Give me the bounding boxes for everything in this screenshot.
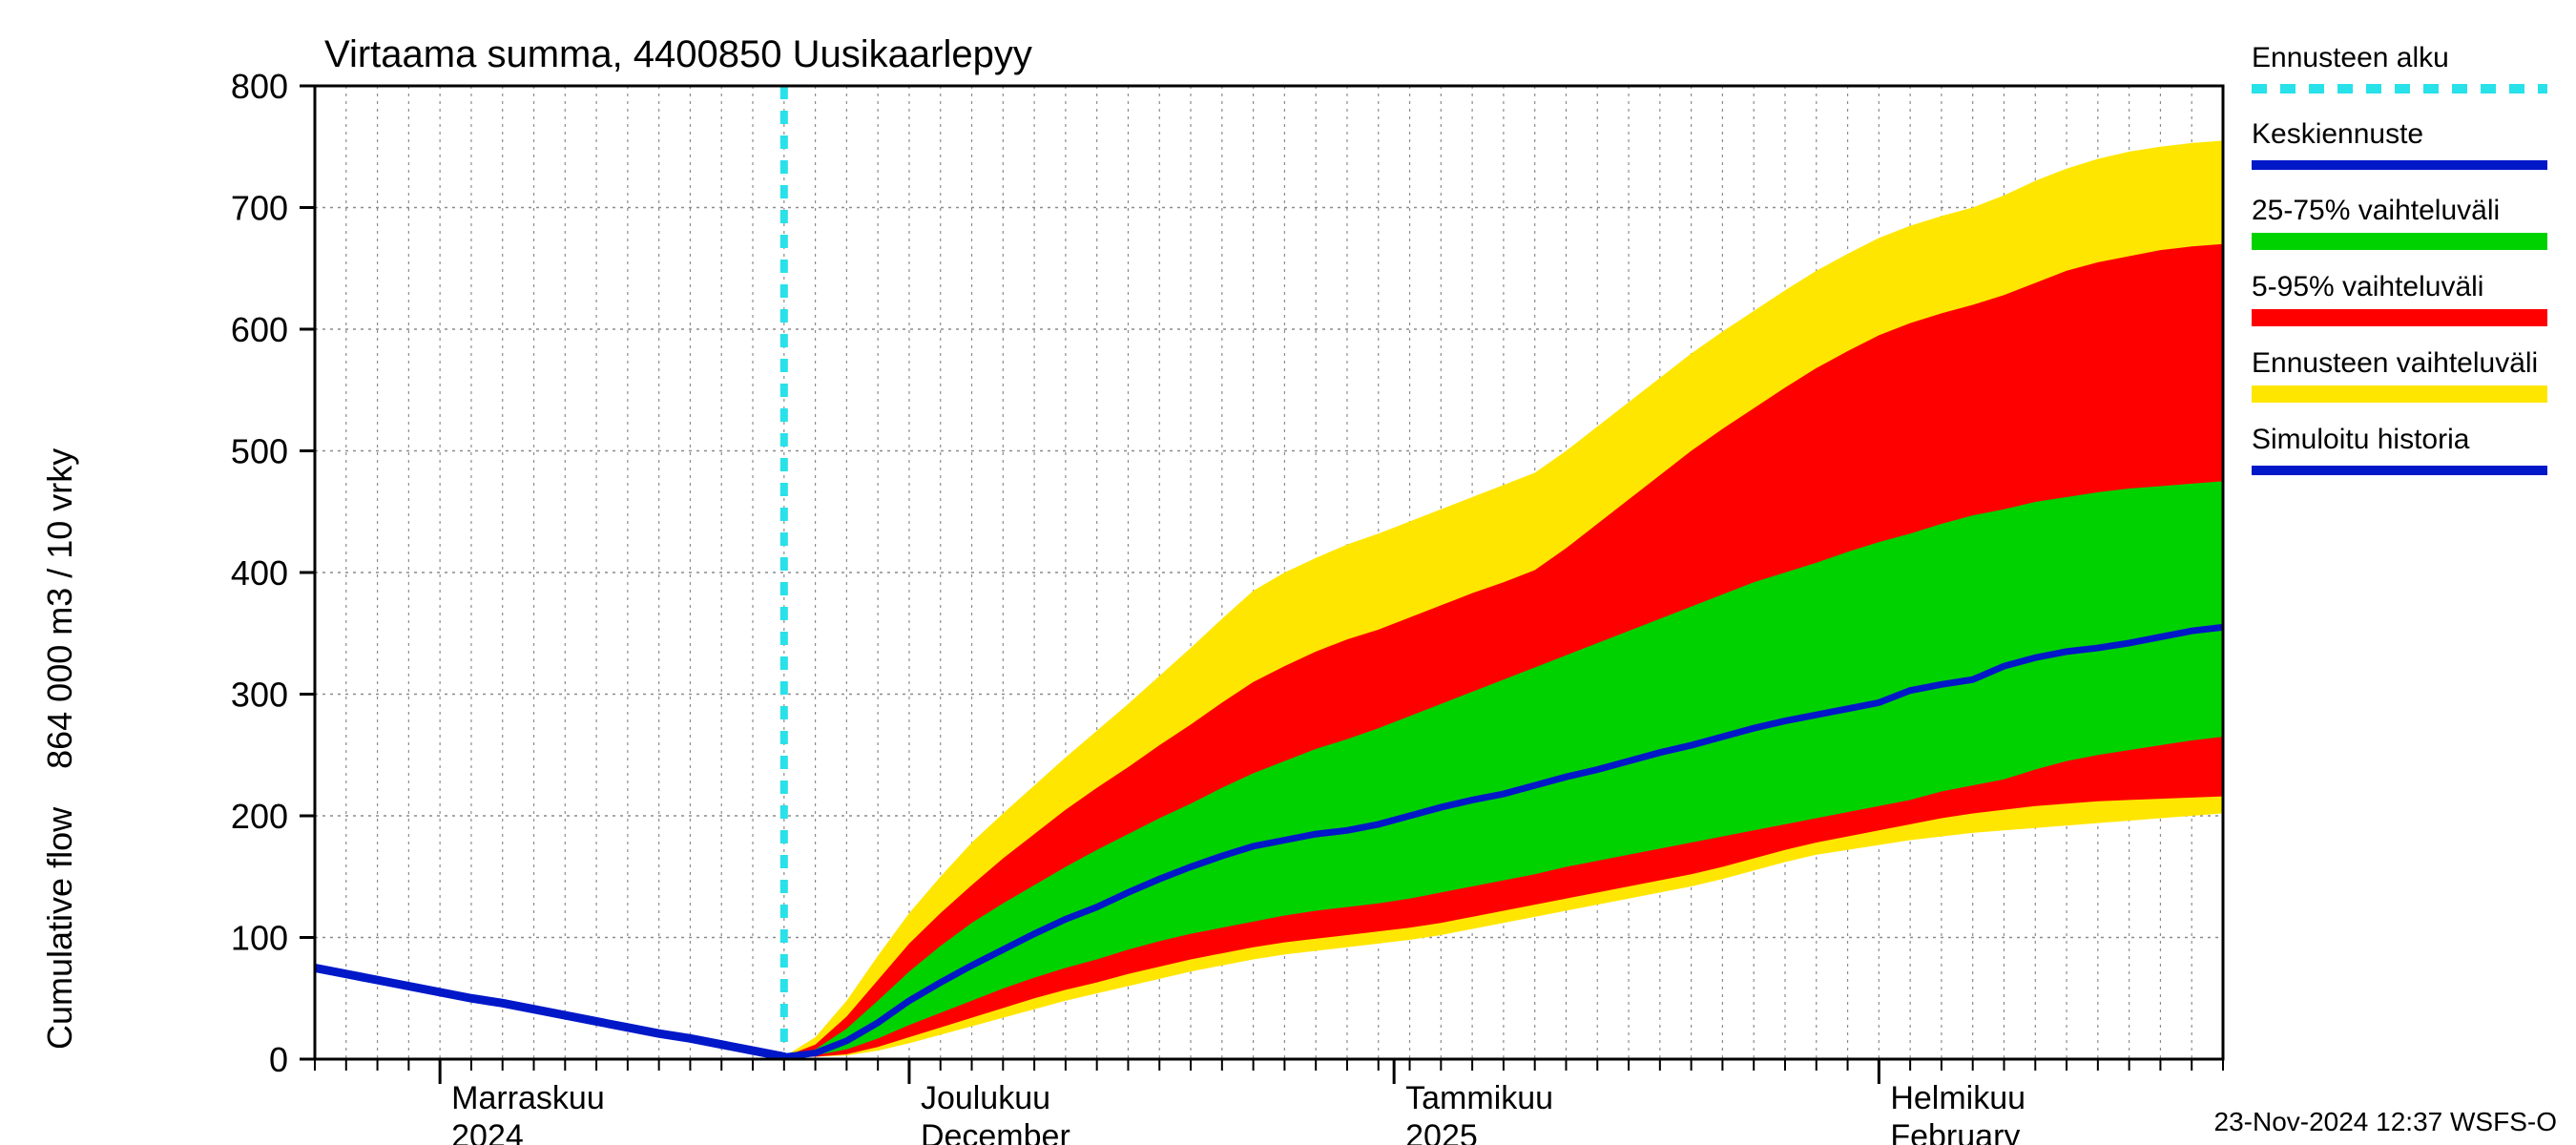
legend-label: 5-95% vaihteluväli	[2252, 271, 2483, 302]
y-tick-label: 600	[231, 310, 288, 349]
x-tick-label-bottom: 2025	[1405, 1118, 1478, 1145]
legend-label: Simuloitu historia	[2252, 424, 2470, 455]
y-tick-label: 300	[231, 676, 288, 715]
y-tick-label: 200	[231, 797, 288, 836]
y-tick-label: 0	[269, 1040, 288, 1079]
chart-title: Virtaama summa, 4400850 Uusikaarlepyy	[324, 33, 1032, 75]
x-tick-label-bottom: 2024	[451, 1118, 524, 1145]
x-tick-label-top: Joulukuu	[921, 1080, 1050, 1116]
y-tick-label: 400	[231, 553, 288, 593]
chart-container: 0 100 200 300 400 500 600 700 800 Marraskuu2024 Jo…	[0, 0, 2576, 1145]
x-tick-label-top: Marraskuu	[451, 1080, 605, 1116]
legend-label: Ennusteen alku	[2252, 42, 2449, 73]
legend-label: Ennusteen vaihteluväli	[2252, 347, 2538, 379]
y-tick-label: 500	[231, 432, 288, 471]
legend-label: 25-75% vaihteluväli	[2252, 195, 2500, 226]
x-tick-label-bottom: February	[1890, 1118, 2020, 1145]
history-line	[315, 968, 784, 1056]
x-tick-label-top: Tammikuu	[1405, 1080, 1553, 1116]
y-tick-label: 700	[231, 189, 288, 228]
x-tick-label-top: Helmikuu	[1890, 1080, 2025, 1116]
y-tick-label: 800	[231, 67, 288, 106]
legend-swatch	[2252, 233, 2547, 250]
legend-swatch	[2252, 309, 2547, 326]
timestamp-label: 23-Nov-2024 12:37 WSFS-O	[2214, 1107, 2558, 1136]
legend-label: Keskiennuste	[2252, 118, 2423, 150]
cumulative-flow-chart: 0 100 200 300 400 500 600 700 800 Marraskuu2024 Jo…	[0, 0, 2576, 1145]
legend-swatch	[2252, 385, 2547, 403]
x-tick-label-bottom: December	[921, 1118, 1070, 1145]
y-axis-label: Cumulative flow 864 000 m3 / 10 vrky	[40, 448, 79, 1050]
y-tick-label: 100	[231, 919, 288, 958]
